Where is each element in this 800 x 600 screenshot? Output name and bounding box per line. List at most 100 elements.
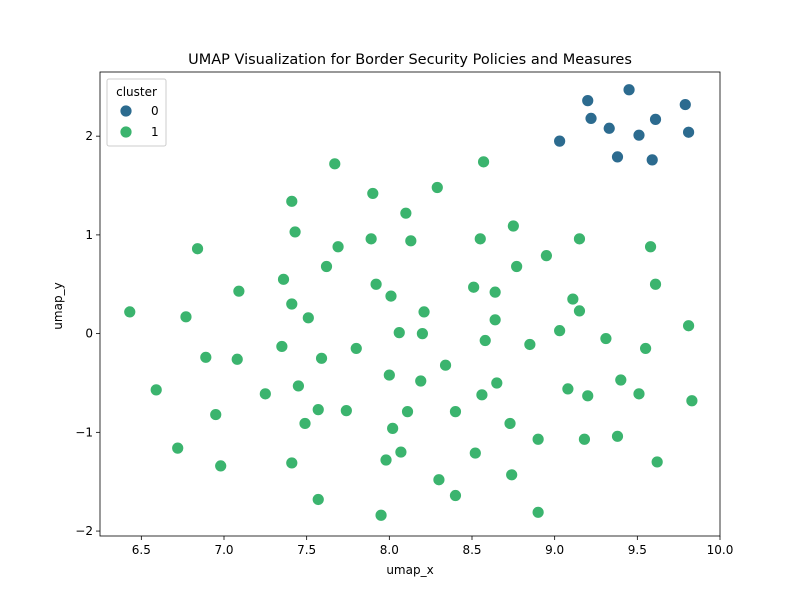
- data-point-cluster-1: [288, 225, 302, 239]
- data-point-cluster-1: [404, 234, 418, 248]
- data-point-cluster-1: [285, 194, 299, 208]
- data-point-cluster-1: [650, 455, 664, 469]
- y-tick-label: −1: [75, 425, 93, 439]
- data-point-cluster-1: [232, 284, 246, 298]
- data-point-cluster-1: [531, 432, 545, 446]
- data-point-cluster-1: [573, 232, 586, 246]
- data-point-cluster-1: [399, 206, 413, 220]
- legend-marker-0: [119, 104, 133, 118]
- data-point-cluster-1: [488, 285, 502, 299]
- data-point-cluster-1: [123, 305, 137, 319]
- data-point-cluster-0: [649, 112, 662, 126]
- data-point-cluster-1: [392, 326, 406, 340]
- data-point-cluster-0: [602, 121, 616, 135]
- y-tick-label: 1: [85, 228, 93, 242]
- data-point-cluster-1: [632, 387, 646, 401]
- data-point-cluster-1: [179, 310, 193, 324]
- data-point-cluster-1: [523, 338, 537, 351]
- data-point-cluster-1: [415, 327, 429, 341]
- data-point-cluster-1: [364, 232, 378, 246]
- data-point-cluster-1: [473, 232, 487, 246]
- legend: cluster 0 1: [106, 78, 167, 147]
- data-point-cluster-1: [401, 405, 414, 419]
- data-point-cluster-1: [644, 240, 657, 254]
- data-point-cluster-1: [414, 374, 428, 388]
- data-point-cluster-0: [645, 153, 659, 167]
- data-point-cluster-1: [510, 260, 524, 273]
- data-point-cluster-1: [285, 297, 299, 311]
- data-point-cluster-1: [311, 493, 325, 506]
- x-axis-ticks: 6.5 7.0 7.5 8.0 8.5 9.0 9.5 10.0: [132, 536, 734, 557]
- data-point-cluster-1: [614, 373, 628, 387]
- data-point-cluster-1: [505, 468, 519, 482]
- data-point-cluster-1: [149, 383, 163, 397]
- data-point-cluster-1: [685, 394, 699, 408]
- data-point-cluster-1: [468, 446, 482, 460]
- y-tick-label: 0: [85, 327, 93, 341]
- data-point-cluster-1: [209, 408, 223, 421]
- y-tick-label: −2: [75, 524, 93, 538]
- data-point-cluster-1: [320, 260, 333, 273]
- data-point-cluster-1: [382, 368, 396, 382]
- plot-frame: [99, 71, 721, 537]
- data-point-cluster-1: [449, 405, 462, 419]
- y-axis-label: umap_y: [51, 282, 65, 329]
- x-tick-label: 9.5: [628, 543, 647, 557]
- x-tick-label: 10.0: [707, 543, 734, 557]
- data-point-cluster-1: [639, 342, 652, 355]
- data-point-cluster-1: [315, 351, 328, 365]
- legend-marker-1: [119, 125, 133, 139]
- data-point-cluster-1: [531, 505, 545, 519]
- data-point-cluster-1: [374, 508, 388, 522]
- data-point-cluster-1: [311, 403, 325, 417]
- x-tick-label: 6.5: [132, 543, 151, 557]
- chart-title: UMAP Visualization for Border Security P…: [188, 52, 632, 68]
- data-point-cluster-1: [553, 324, 567, 338]
- data-point-cluster-1: [214, 459, 228, 473]
- data-point-cluster-1: [199, 350, 213, 364]
- data-point-cluster-1: [611, 429, 624, 443]
- data-point-cluster-0: [584, 112, 598, 125]
- data-point-cluster-1: [384, 289, 398, 303]
- data-point-cluster-1: [394, 445, 408, 459]
- data-point-cluster-1: [578, 432, 591, 446]
- data-point-cluster-1: [449, 489, 462, 502]
- data-point-cluster-1: [258, 387, 272, 401]
- data-point-cluster-1: [682, 319, 695, 333]
- data-point-cluster-0: [581, 94, 595, 108]
- data-point-cluster-1: [649, 277, 662, 291]
- data-point-cluster-0: [622, 83, 636, 97]
- data-point-cluster-1: [291, 379, 305, 393]
- x-tick-label: 8.5: [462, 543, 481, 557]
- data-point-cluster-1: [503, 417, 517, 430]
- x-tick-label: 7.0: [214, 543, 233, 557]
- data-point-cluster-1: [298, 417, 312, 430]
- data-point-cluster-1: [439, 358, 452, 372]
- data-point-cluster-1: [506, 219, 520, 233]
- data-point-cluster-1: [599, 332, 613, 345]
- data-point-cluster-1: [488, 313, 502, 327]
- data-point-cluster-1: [490, 376, 504, 390]
- data-point-cluster-1: [230, 352, 244, 366]
- data-point-cluster-1: [191, 242, 204, 256]
- y-axis-ticks: −2 −1 0 1 2: [75, 129, 100, 538]
- data-point-cluster-1: [349, 342, 363, 355]
- data-point-cluster-0: [611, 150, 624, 164]
- data-point-cluster-1: [475, 388, 489, 402]
- data-point-cluster-1: [275, 340, 289, 353]
- legend-label-1: 1: [151, 125, 159, 139]
- data-point-cluster-1: [339, 404, 353, 418]
- data-point-cluster-1: [477, 155, 490, 169]
- data-point-cluster-1: [285, 456, 299, 470]
- data-point-cluster-1: [581, 389, 595, 403]
- data-point-cluster-0: [678, 98, 692, 111]
- data-point-cluster-1: [430, 181, 444, 194]
- data-point-cluster-1: [566, 292, 580, 306]
- y-tick-label: 2: [85, 129, 93, 143]
- x-axis-label: umap_x: [386, 563, 433, 577]
- data-point-cluster-1: [573, 304, 586, 318]
- x-tick-label: 8.0: [380, 543, 399, 557]
- data-point-cluster-1: [478, 334, 492, 347]
- x-tick-label: 9.0: [545, 543, 564, 557]
